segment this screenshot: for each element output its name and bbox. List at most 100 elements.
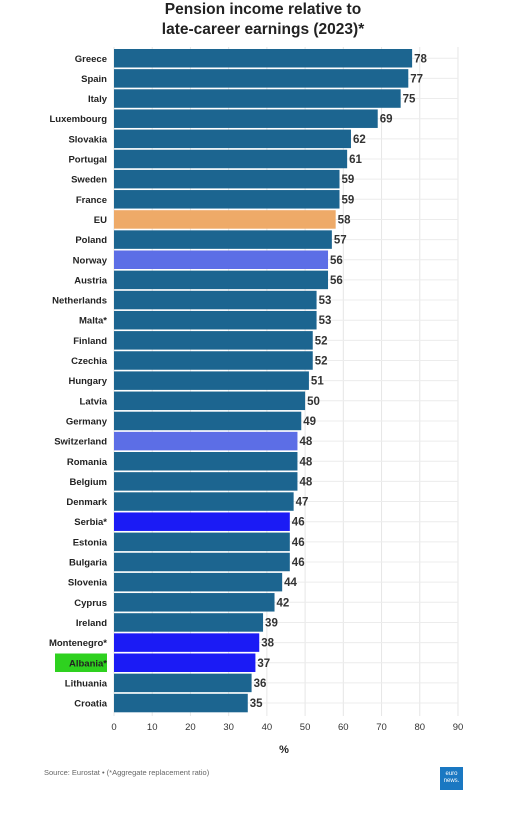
- bar: [114, 552, 290, 572]
- source-note: Source: Eurostat • (*Aggregate replaceme…: [44, 768, 210, 777]
- value-label: 42: [277, 597, 290, 609]
- value-label: 51: [311, 376, 324, 388]
- bar-chart: Greece Spain Italy Luxembourg Slovakia Portug…: [49, 47, 464, 756]
- bar: [114, 290, 317, 310]
- category-label: Czechia: [71, 356, 108, 367]
- category-label: Spain: [81, 74, 107, 85]
- value-label: 48: [299, 476, 312, 488]
- value-label: 47: [296, 497, 309, 509]
- bar: [114, 69, 409, 88]
- x-tick-label: 20: [185, 722, 196, 733]
- value-label: 53: [319, 295, 332, 307]
- value-label: 35: [250, 698, 263, 710]
- bar: [114, 210, 336, 229]
- bar: [114, 532, 290, 552]
- category-label: Finland: [73, 336, 107, 347]
- value-label: 46: [292, 557, 305, 569]
- category-label: Slovakia: [68, 134, 107, 145]
- bar: [114, 452, 298, 471]
- category-label: Germany: [66, 416, 108, 427]
- bar: [114, 49, 413, 68]
- x-tick-label: 10: [147, 722, 158, 733]
- value-label: 78: [414, 53, 427, 65]
- category-label: Sweden: [71, 175, 107, 186]
- chart-title-line-2: late-career earnings (2023)*: [161, 21, 365, 38]
- category-label: France: [76, 195, 107, 206]
- category-label: Romania: [67, 457, 108, 468]
- value-label: 69: [380, 114, 393, 126]
- category-label: Albania*: [69, 658, 107, 669]
- bar: [114, 331, 313, 350]
- bar: [114, 351, 313, 370]
- value-label: 49: [303, 416, 316, 428]
- bar: [114, 391, 306, 411]
- value-label: 53: [319, 315, 332, 327]
- value-label: 44: [284, 577, 297, 589]
- bar: [114, 230, 332, 249]
- value-label: 37: [257, 658, 270, 670]
- chart-title: Pension income relative to late-career e…: [0, 0, 526, 40]
- category-label: Greece: [75, 54, 107, 65]
- category-label: EU: [94, 215, 107, 226]
- bar: [114, 371, 309, 390]
- value-label: 57: [334, 235, 347, 247]
- category-label: Estonia: [73, 537, 108, 548]
- bar: [114, 693, 248, 713]
- bar: [114, 492, 294, 511]
- bar: [114, 169, 340, 189]
- value-label: 77: [410, 73, 423, 85]
- category-label: Austria: [74, 275, 107, 286]
- value-label: 58: [338, 214, 351, 226]
- value-label: 46: [292, 537, 305, 549]
- category-label: Lithuania: [65, 678, 108, 689]
- category-label: Cyprus: [74, 598, 107, 609]
- value-label: 59: [341, 194, 354, 206]
- bar: [114, 149, 348, 169]
- x-tick-label: 60: [338, 722, 349, 733]
- x-tick-label: 50: [300, 722, 311, 733]
- category-label: Norway: [73, 255, 108, 266]
- bar: [114, 190, 340, 209]
- value-label: 56: [330, 275, 343, 287]
- bar: [114, 512, 290, 531]
- bar: [114, 411, 302, 431]
- label-highlight: [55, 653, 107, 672]
- value-label: 59: [341, 174, 354, 186]
- bar: [114, 310, 317, 330]
- category-label: Switzerland: [54, 437, 107, 448]
- bars: [114, 49, 413, 713]
- value-label: 52: [315, 356, 328, 368]
- x-tick-label: 40: [262, 722, 273, 733]
- category-labels: Greece Spain Italy Luxembourg Slovakia Portug…: [49, 54, 108, 710]
- category-label: Luxembourg: [49, 114, 107, 125]
- category-label: Netherlands: [52, 296, 107, 307]
- category-label: Ireland: [76, 618, 107, 629]
- value-label: 48: [299, 456, 312, 468]
- category-label: Malta*: [79, 316, 107, 327]
- bar: [114, 250, 329, 269]
- bar: [114, 431, 298, 451]
- category-label: Croatia: [74, 699, 107, 710]
- bar: [114, 572, 283, 592]
- category-label: Denmark: [66, 497, 107, 508]
- category-label: Slovenia: [68, 578, 108, 589]
- bar: [114, 613, 264, 632]
- category-label: Hungary: [68, 376, 107, 387]
- bar: [114, 472, 298, 491]
- x-axis-label: %: [279, 744, 289, 756]
- category-label: Bulgaria: [69, 558, 108, 569]
- value-label: 39: [265, 617, 278, 629]
- value-label: 48: [299, 436, 312, 448]
- bar: [114, 270, 329, 290]
- bar: [114, 89, 401, 108]
- bar: [114, 129, 351, 149]
- chart-title-line-1: Pension income relative to: [164, 1, 362, 18]
- value-label: 61: [349, 154, 362, 166]
- category-label: Poland: [75, 235, 107, 246]
- x-tick-label: 0: [111, 722, 116, 733]
- x-tick-label: 70: [376, 722, 387, 733]
- category-label: Portugal: [68, 155, 107, 166]
- x-tick-label: 90: [453, 722, 464, 733]
- value-label: 56: [330, 255, 343, 267]
- bar: [114, 673, 252, 693]
